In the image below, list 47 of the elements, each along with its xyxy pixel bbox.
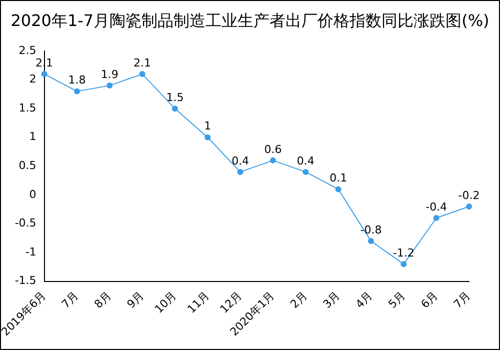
x-tick-label: 9月 bbox=[124, 288, 146, 311]
point bbox=[270, 157, 276, 164]
data-label: 1.8 bbox=[68, 74, 86, 87]
data-label: 0.1 bbox=[330, 172, 348, 185]
data-label: 1.9 bbox=[100, 68, 118, 81]
point bbox=[172, 106, 178, 112]
y-tick-label: -1.5 bbox=[14, 274, 36, 288]
chart-title: 2020年1-7月陶瓷制品制造工业生产者出厂价格指数同比涨跌图(%) bbox=[10, 11, 490, 32]
x-tick-label: 2月 bbox=[288, 288, 310, 311]
x-tick-label: 5月 bbox=[386, 288, 408, 311]
data-label: 0.6 bbox=[264, 142, 282, 156]
point bbox=[106, 82, 113, 89]
point bbox=[139, 71, 146, 78]
x-tick-label: 6月 bbox=[418, 288, 440, 311]
y-tick-label: 0.5 bbox=[18, 159, 36, 172]
data-label: 2.1 bbox=[134, 56, 152, 70]
y-tick-label: 1.5 bbox=[18, 101, 36, 114]
x-tick-label: 10月 bbox=[152, 288, 180, 316]
y-tick-label: 2.5 bbox=[18, 44, 36, 57]
x-tick-label: 3月 bbox=[320, 288, 342, 311]
x-tick-label: 11月 bbox=[184, 288, 212, 316]
data-label: -0.4 bbox=[426, 200, 448, 214]
point bbox=[400, 261, 407, 268]
x-tick-label: 7月 bbox=[59, 288, 82, 311]
data-label: 0.4 bbox=[232, 154, 250, 168]
y-tick-label: 2 bbox=[29, 72, 36, 86]
data-label: -0.2 bbox=[458, 188, 480, 202]
y-tick-label: 1 bbox=[29, 130, 36, 144]
point bbox=[74, 88, 80, 94]
point bbox=[335, 186, 342, 192]
y-tick-label: -0.5 bbox=[14, 216, 36, 230]
data-label: 1 bbox=[204, 120, 212, 133]
y-tick-label: 0 bbox=[29, 188, 36, 201]
point bbox=[41, 71, 48, 78]
point bbox=[368, 238, 374, 244]
x-tick-label: 12月 bbox=[218, 288, 244, 316]
point bbox=[433, 215, 440, 222]
x-tick-label: 8月 bbox=[92, 288, 114, 311]
x-tick-label: 4月 bbox=[353, 288, 376, 311]
y-tick-label: -1 bbox=[25, 245, 36, 258]
point bbox=[237, 168, 244, 175]
point bbox=[204, 134, 211, 140]
data-label: 1.5 bbox=[166, 90, 184, 104]
data-label: 0.4 bbox=[296, 154, 314, 168]
point bbox=[466, 203, 472, 210]
x-tick-label: 7月 bbox=[451, 288, 474, 311]
point bbox=[302, 168, 309, 175]
